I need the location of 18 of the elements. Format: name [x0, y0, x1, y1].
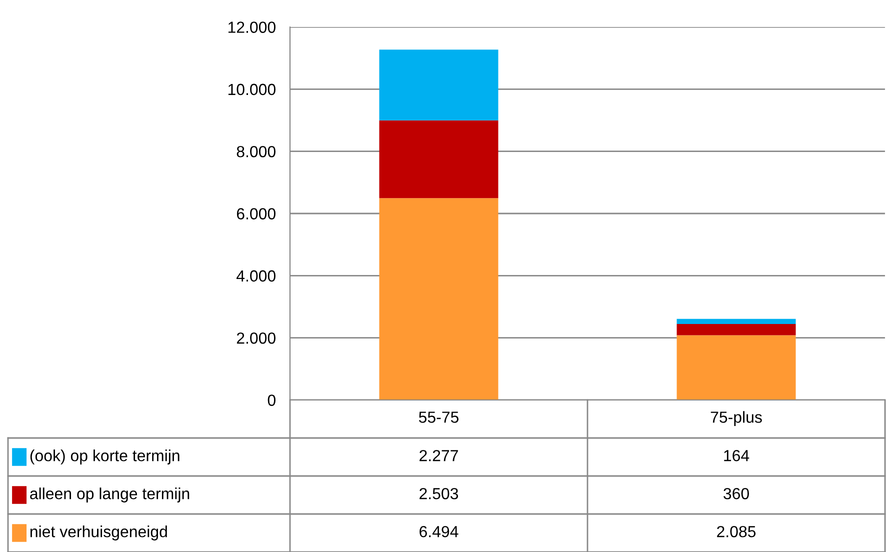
data-label: 2.085	[717, 526, 756, 538]
legend-label: (ook) op korte termijn	[30, 450, 180, 464]
y-tick-label: 12.000	[228, 22, 276, 33]
y-tick-label: 0	[268, 394, 276, 406]
data-label: 360	[724, 488, 749, 500]
y-tick-label: 10.000	[228, 84, 276, 96]
data-label: 2.503	[420, 488, 458, 500]
legend-label: alleen op lange termijn	[30, 488, 190, 502]
legend-label: niet verhuisgeneigd	[30, 526, 167, 540]
y-tick-label: 4.000	[236, 270, 276, 282]
x-tick-label: 75-plus	[710, 411, 762, 426]
data-label: 2.277	[420, 450, 458, 462]
data-label: 6.494	[420, 526, 458, 538]
data-label: 164	[724, 450, 750, 462]
y-tick-label: 6.000	[236, 208, 276, 220]
x-tick-label: 55-75	[418, 412, 459, 423]
y-tick-label: 8.000	[236, 146, 276, 158]
y-tick-label: 2.000	[236, 332, 276, 344]
